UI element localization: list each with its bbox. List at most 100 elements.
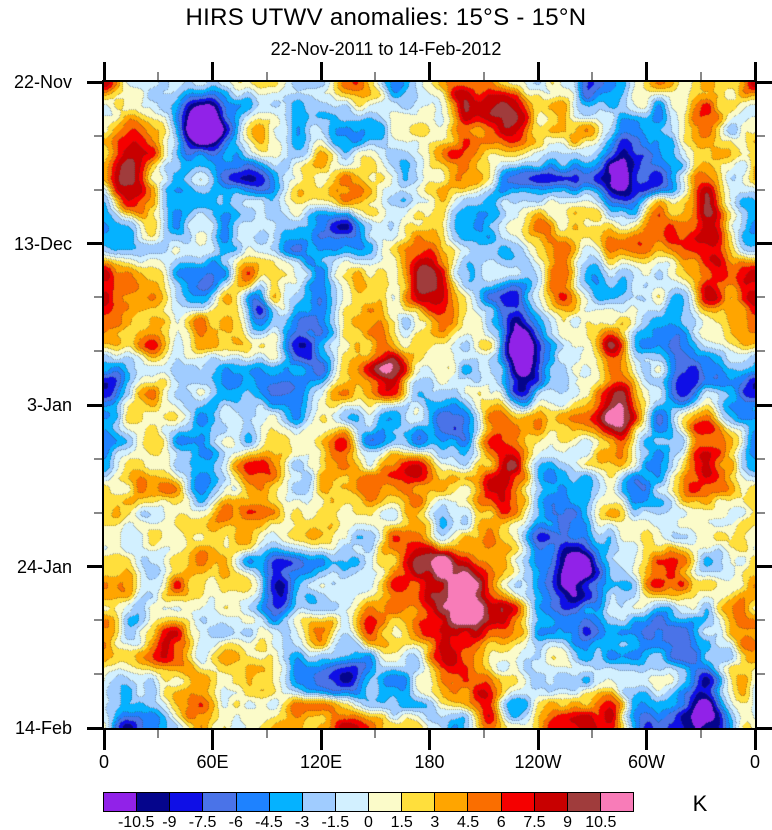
- y-axis-minor-tick: [94, 673, 102, 676]
- colorbar-cell: [302, 793, 336, 811]
- colorbar-cell: [600, 793, 633, 811]
- colorbar: [103, 792, 634, 812]
- y-axis-right-minor-tick: [757, 673, 765, 676]
- y-axis-major-tick: [87, 80, 102, 84]
- y-axis-tick-label: 22-Nov: [13, 72, 72, 92]
- colorbar-tick-label: -10.5: [117, 814, 155, 830]
- colorbar-tick-label: 0: [364, 814, 373, 830]
- y-axis-tick-label: 14-Feb: [14, 718, 72, 738]
- colorbar-unit-label: K: [692, 791, 708, 816]
- y-axis-right-minor-tick: [757, 134, 765, 137]
- colorbar-tick-label: 10.5: [585, 814, 617, 830]
- colorbar-cell: [104, 793, 138, 811]
- y-axis-right-minor-tick: [757, 188, 765, 191]
- colorbar-cell: [137, 793, 171, 811]
- x-axis-tick-label: 120E: [299, 752, 343, 772]
- y-axis-major-tick: [87, 565, 102, 568]
- x-axis-tick-label: 60W: [627, 752, 665, 772]
- x-axis-tick-label: 0: [98, 752, 109, 772]
- plot-area: [102, 80, 757, 730]
- x-axis-minor-tick: [265, 730, 268, 738]
- hovmoller-field-canvas: [104, 82, 755, 728]
- y-axis-minor-tick: [94, 511, 102, 514]
- x-axis-major-tick: [645, 730, 648, 750]
- colorbar-tick-label: -3: [295, 814, 310, 830]
- x-axis-top-major-tick: [102, 62, 106, 80]
- colorbar-tick-label: 6: [496, 814, 506, 830]
- colorbar-cell: [335, 793, 369, 811]
- y-axis-right-minor-tick: [757, 350, 765, 353]
- x-axis-minor-tick: [591, 730, 594, 738]
- x-axis-major-tick: [211, 730, 214, 750]
- y-axis-right-minor-tick: [757, 619, 765, 622]
- colorbar-cell: [269, 793, 303, 811]
- y-axis-right-major-tick: [757, 80, 772, 84]
- x-axis-top-minor-tick: [699, 72, 702, 80]
- x-axis-major-tick: [536, 730, 540, 750]
- y-axis-minor-tick: [94, 188, 102, 191]
- y-axis-minor-tick: [94, 457, 102, 460]
- colorbar-cell: [170, 793, 204, 811]
- colorbar-cell: [534, 793, 568, 811]
- y-axis-major-tick: [87, 726, 102, 730]
- x-axis-minor-tick: [374, 730, 377, 738]
- x-axis-tick-label: 0: [749, 752, 760, 772]
- chart-title: HIRS UTWV anomalies: 15°S - 15°N: [185, 4, 587, 31]
- colorbar-tick-label: -7.5: [188, 814, 217, 830]
- x-axis-major-tick: [102, 730, 106, 750]
- x-axis-top-minor-tick: [265, 72, 268, 80]
- y-axis-right-major-tick: [757, 565, 772, 568]
- y-axis-minor-tick: [94, 350, 102, 353]
- x-axis-top-major-tick: [428, 62, 431, 80]
- colorbar-tick-label: 1.5: [390, 814, 413, 830]
- colorbar-cell: [501, 793, 535, 811]
- x-axis-top-major-tick: [645, 62, 648, 80]
- colorbar-cell: [236, 793, 270, 811]
- x-axis-major-tick: [753, 730, 757, 750]
- y-axis-tick-label: 24-Jan: [16, 556, 72, 577]
- colorbar-cell: [203, 793, 237, 811]
- x-axis-minor-tick: [482, 730, 485, 738]
- colorbar-tick-label: -1.5: [321, 814, 350, 830]
- colorbar-tick-label: -4.5: [255, 814, 283, 830]
- colorbar-cell: [402, 793, 436, 811]
- colorbar-cell: [435, 793, 469, 811]
- y-axis-right-minor-tick: [757, 511, 765, 514]
- x-axis-minor-tick: [157, 730, 160, 738]
- x-axis-top-minor-tick: [591, 72, 594, 80]
- x-axis-major-tick: [428, 730, 431, 750]
- x-axis-major-tick: [319, 730, 323, 750]
- chart-subtitle: 22-Nov-2011 to 14-Feb-2012: [270, 39, 502, 59]
- y-axis-right-major-tick: [757, 726, 772, 730]
- colorbar-tick-label: -9: [162, 814, 177, 830]
- colorbar-cell: [567, 793, 601, 811]
- x-axis-tick-label: 60E: [196, 752, 229, 772]
- colorbar-cell: [468, 793, 502, 811]
- y-axis-minor-tick: [94, 619, 102, 622]
- colorbar-tick-label: 7.5: [523, 814, 546, 830]
- x-axis-tick-label: 120W: [514, 752, 562, 772]
- y-axis-right-major-tick: [757, 403, 772, 407]
- y-axis-minor-tick: [94, 296, 102, 299]
- y-axis-major-tick: [87, 242, 102, 245]
- x-axis-tick-label: 180: [414, 752, 445, 772]
- x-axis-top-minor-tick: [374, 72, 377, 80]
- y-axis-minor-tick: [94, 134, 102, 137]
- x-axis-top-major-tick: [753, 62, 757, 80]
- y-axis-right-minor-tick: [757, 296, 765, 299]
- y-axis-tick-label: 13-Dec: [13, 233, 72, 254]
- y-axis-right-major-tick: [757, 242, 772, 245]
- x-axis-minor-tick: [699, 730, 702, 738]
- colorbar-tick-label: 3: [430, 814, 440, 830]
- x-axis-top-major-tick: [536, 62, 540, 80]
- y-axis-major-tick: [87, 403, 102, 407]
- colorbar-tick-label: -6: [228, 814, 243, 830]
- y-axis-tick-label: 3-Jan: [26, 395, 72, 415]
- x-axis-top-major-tick: [319, 62, 323, 80]
- colorbar-tick-label: 4.5: [456, 814, 480, 830]
- x-axis-top-minor-tick: [157, 72, 160, 80]
- colorbar-tick-label: 9: [563, 814, 573, 830]
- x-axis-top-major-tick: [211, 62, 214, 80]
- colorbar-cell: [369, 793, 403, 811]
